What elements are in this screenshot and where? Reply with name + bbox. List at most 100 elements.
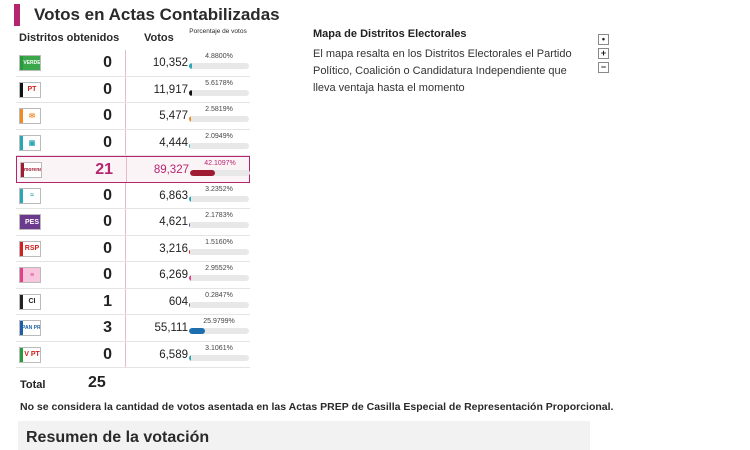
party-logo: PAN PRI	[19, 320, 41, 336]
party-color-stripe	[20, 82, 23, 97]
vote-count: 89,327	[153, 164, 189, 176]
districts-won: 0	[103, 266, 112, 283]
map-info: Mapa de Distritos Electorales El mapa re…	[313, 28, 603, 97]
vote-percent-label: 25.9799%	[203, 318, 235, 325]
party-logo-mark: PES	[24, 218, 39, 226]
vote-percent-fill	[190, 170, 216, 176]
vote-count: 4,621	[159, 216, 188, 228]
vote-percent-fill	[189, 195, 191, 202]
party-color-stripe	[20, 268, 23, 282]
districts-won: 0	[103, 213, 112, 230]
vote-count: 6,863	[159, 189, 188, 202]
vote-percent-bar	[189, 89, 249, 96]
party-logo-mark: CI	[28, 298, 36, 305]
party-logo-mark: V PT	[24, 351, 40, 358]
vote-percent: 2.9552%	[189, 265, 249, 281]
districts-won: 0	[103, 345, 112, 363]
column-divider	[125, 315, 126, 341]
party-logo-mark: RSP	[24, 245, 40, 252]
party-color-stripe	[20, 241, 23, 256]
party-color-stripe	[20, 294, 23, 309]
vote-percent-label: 3.2352%	[205, 185, 233, 193]
party-logo-mark: PAN PRI	[22, 325, 41, 331]
column-divider	[125, 235, 126, 261]
vote-percent-bar	[189, 222, 249, 228]
total-row: Total 25	[20, 374, 140, 394]
vote-percent-bar	[189, 116, 249, 122]
vote-percent-fill	[189, 354, 191, 361]
vote-percent-fill	[189, 328, 205, 334]
header-votes: Votos	[144, 32, 174, 44]
districts-won: 3	[103, 319, 112, 336]
header-percent: Porcentaje de votos	[189, 28, 247, 35]
vote-percent-label: 5.6178%	[205, 79, 233, 87]
map-description: El mapa resalta en los Distritos Elector…	[313, 48, 572, 94]
vote-percent: 4.8800%	[189, 53, 249, 69]
party-logo: ≈	[19, 187, 41, 204]
party-color-stripe	[20, 215, 23, 229]
column-divider	[126, 157, 127, 182]
vote-count: 5,477	[159, 110, 188, 122]
table-row: ✉ 0 5,477 2.5819%	[16, 103, 250, 130]
column-divider	[125, 209, 126, 235]
party-logo: PES	[19, 214, 41, 230]
column-divider	[125, 182, 126, 208]
vote-percent-label: 2.1783%	[205, 212, 233, 219]
map-title: Mapa de Distritos Electorales	[313, 28, 467, 40]
party-logo: morena	[20, 162, 42, 178]
page-title: Votos en Actas Contabilizadas	[34, 5, 280, 24]
districts-won: 1	[103, 292, 112, 310]
vote-count: 4,444	[159, 136, 188, 149]
table-row: VERDE 0 10,352 4.8800%	[16, 50, 250, 77]
party-logo: CI	[19, 293, 41, 310]
summary-title: Resumen de la votación	[26, 429, 210, 446]
vote-percent-bar	[189, 63, 249, 69]
vote-percent-label: 2.0949%	[205, 132, 233, 140]
column-divider	[125, 76, 126, 102]
vote-count: 6,269	[159, 269, 188, 281]
vote-count: 11,917	[153, 83, 188, 96]
map-controls: • + −	[598, 34, 609, 76]
table-row: V PT 0 6,589 3.1061%	[16, 341, 250, 368]
vote-percent: 0.2847%	[189, 292, 249, 308]
party-color-stripe	[20, 56, 23, 70]
party-color-stripe	[20, 109, 23, 123]
vote-percent-fill	[189, 116, 191, 122]
districts-won: 0	[103, 107, 112, 124]
vote-percent-fill	[189, 248, 191, 255]
column-divider	[125, 103, 126, 129]
vote-percent: 25.9799%	[189, 318, 249, 334]
vote-count: 604	[168, 295, 188, 308]
party-color-stripe	[20, 321, 23, 335]
table-row: morena 21 89,327 42.1097%	[16, 156, 250, 183]
vote-count: 10,352	[152, 57, 188, 69]
total-label: Total	[20, 379, 46, 391]
table-row: PT 0 11,917 5.6178%	[16, 76, 250, 103]
results-table: Distritos obtenidos Votos Porcentaje de …	[16, 28, 250, 368]
party-logo: V PT	[19, 346, 41, 363]
vote-percent-label: 0.2847%	[205, 291, 233, 299]
districts-won: 0	[103, 133, 112, 151]
map-zoom-in-button[interactable]: +	[598, 48, 609, 59]
districts-won: 0	[103, 186, 112, 204]
vote-percent-label: 2.5819%	[205, 106, 233, 113]
table-row: CI 1 604 0.2847%	[16, 288, 250, 315]
vote-percent-fill	[189, 275, 191, 281]
table-header: Distritos obtenidos Votos Porcentaje de …	[16, 28, 250, 50]
vote-count: 3,216	[159, 242, 188, 255]
column-divider	[125, 341, 126, 367]
vote-percent-label: 3.1061%	[205, 344, 233, 352]
vote-percent-fill	[189, 89, 193, 96]
districts-won: 21	[95, 161, 113, 178]
party-color-stripe	[21, 163, 24, 177]
title-accent-bar	[14, 4, 20, 26]
table-row: ▣ 0 4,444 2.0949%	[16, 129, 250, 156]
map-reset-button[interactable]: •	[598, 34, 609, 45]
map-zoom-out-button[interactable]: −	[598, 62, 609, 73]
party-logo-mark: VERDE	[23, 60, 41, 66]
districts-won: 0	[103, 239, 112, 257]
party-logo-mark: ≈	[30, 192, 34, 199]
vote-percent-bar	[189, 354, 249, 361]
vote-percent: 1.5160%	[189, 239, 249, 255]
vote-percent-label: 1.5160%	[205, 238, 233, 246]
